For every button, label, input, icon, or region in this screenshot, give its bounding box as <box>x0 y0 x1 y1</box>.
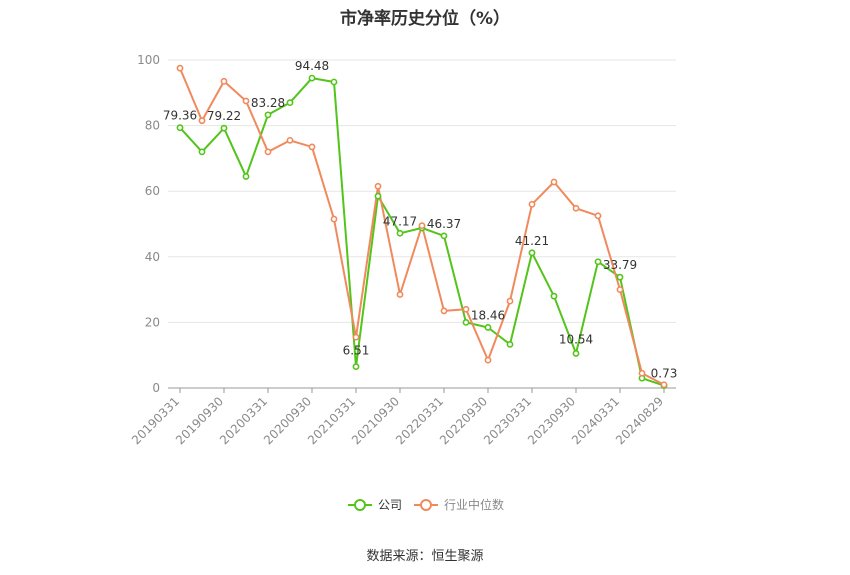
data-point <box>220 77 228 85</box>
data-source: 数据来源：恒生聚源 <box>366 549 484 564</box>
data-label: 83.28 <box>251 96 285 110</box>
data-point <box>286 136 294 144</box>
y-tick-label: 60 <box>145 184 160 198</box>
data-point <box>374 182 382 190</box>
data-point <box>550 292 558 300</box>
legend-marker <box>420 499 432 511</box>
data-point <box>176 124 184 132</box>
data-point <box>242 173 250 180</box>
data-point <box>572 204 580 212</box>
data-point <box>396 229 404 237</box>
data-point <box>506 340 514 348</box>
data-point <box>528 249 536 257</box>
data-point <box>264 148 272 156</box>
data-point <box>550 178 558 186</box>
data-point <box>616 286 624 293</box>
data-point <box>462 318 470 326</box>
data-point <box>484 356 492 364</box>
legend-label: 行业中位数 <box>444 497 504 512</box>
data-point <box>506 297 514 305</box>
data-label: 0.73 <box>651 367 678 381</box>
data-label: 41.21 <box>515 234 549 248</box>
data-point <box>462 305 470 313</box>
data-point <box>528 200 536 208</box>
data-point <box>374 192 382 200</box>
y-tick-label: 0 <box>152 381 160 395</box>
data-point <box>264 111 272 119</box>
data-point <box>440 232 448 240</box>
y-tick-label: 40 <box>145 250 160 264</box>
data-label: 47.17 <box>383 214 417 228</box>
data-point <box>198 148 206 156</box>
data-point <box>484 324 492 331</box>
data-label: 46.37 <box>427 217 461 231</box>
legend-marker <box>354 499 366 511</box>
data-point <box>352 333 360 341</box>
data-point <box>176 64 184 72</box>
data-label: 79.22 <box>207 109 241 123</box>
data-label: 18.46 <box>471 308 505 322</box>
data-point <box>396 291 404 298</box>
chart-title: 市净率历史分位（%） <box>339 9 511 29</box>
data-label: 79.36 <box>163 109 197 123</box>
data-point <box>638 369 646 377</box>
y-tick-label: 80 <box>145 119 160 133</box>
data-label: 33.79 <box>603 258 637 272</box>
data-point <box>594 258 602 266</box>
data-point <box>220 124 228 132</box>
y-tick-label: 100 <box>137 53 160 67</box>
data-label: 10.54 <box>559 332 593 346</box>
data-label: 6.51 <box>343 344 370 358</box>
data-point <box>242 97 250 105</box>
data-point <box>330 215 338 223</box>
data-point <box>198 117 206 125</box>
data-point <box>352 363 360 371</box>
y-tick-label: 20 <box>145 315 160 329</box>
data-point <box>594 212 602 220</box>
data-point <box>572 350 580 357</box>
data-point <box>330 78 338 86</box>
data-point <box>308 143 316 151</box>
legend-label: 公司 <box>378 498 402 512</box>
data-point <box>308 74 316 82</box>
x-tick-label: 20240829 <box>613 394 666 447</box>
data-point <box>440 307 448 315</box>
data-point <box>286 99 294 107</box>
data-point <box>616 273 624 281</box>
data-label: 94.48 <box>295 59 329 73</box>
data-point <box>660 381 668 389</box>
data-point <box>418 222 426 230</box>
